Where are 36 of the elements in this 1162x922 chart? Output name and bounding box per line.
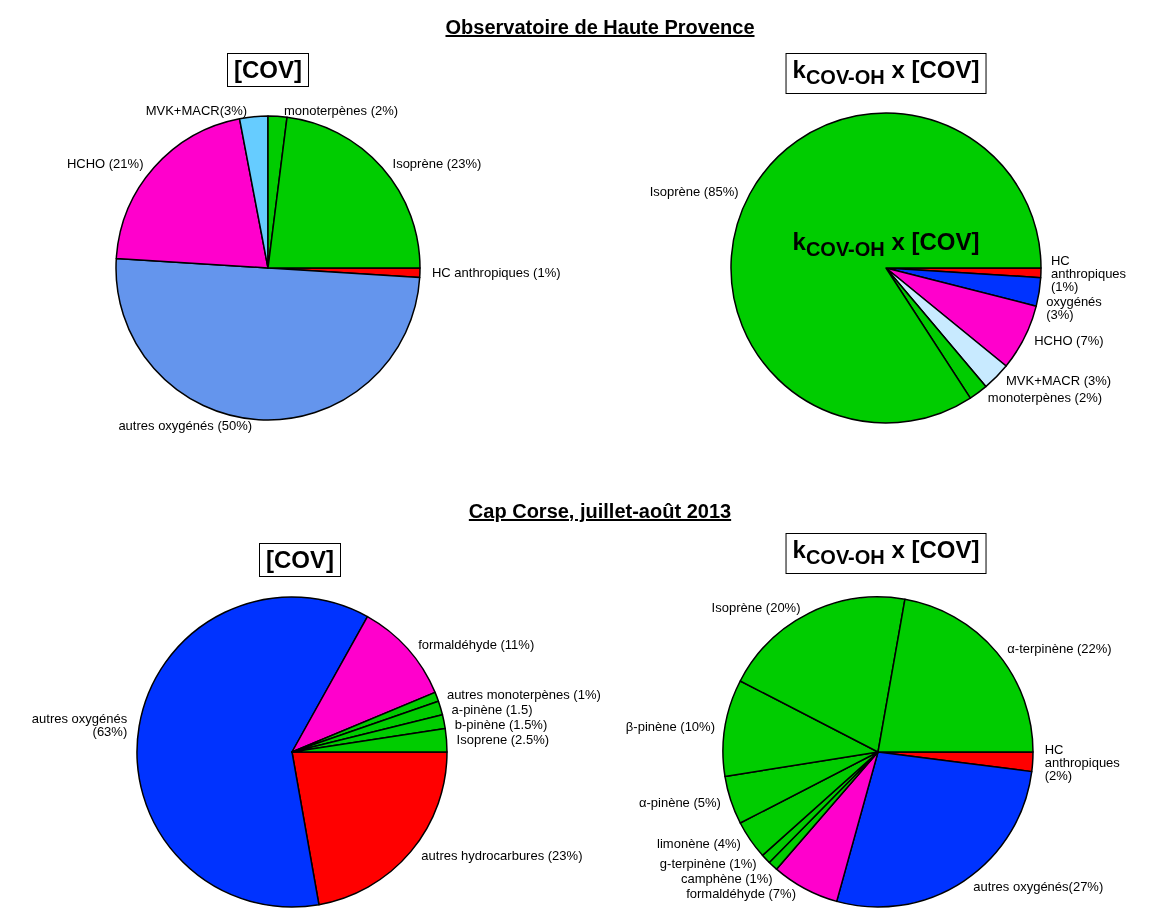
slice-label: autres monoterpènes (1%) bbox=[446, 687, 601, 703]
slice-label: HC anthropiques (1%) bbox=[431, 265, 561, 281]
slice-label: Isoprène (20%) bbox=[711, 600, 801, 616]
slice-label: Isoprene (2.5%) bbox=[456, 732, 550, 748]
slice-label: g-terpinène (1%) bbox=[659, 855, 757, 871]
slice-label: camphène (1%) bbox=[680, 870, 773, 886]
slice-label: monoterpènes (2%) bbox=[283, 102, 399, 118]
chart-subtitle: [COV] bbox=[227, 53, 309, 87]
slice-label: autres oxygénés (63%) bbox=[31, 711, 128, 740]
slice-label: autres oxygénés (50%) bbox=[118, 418, 253, 434]
chart-title: Observatoire de Haute Provence bbox=[444, 16, 756, 39]
chart-subtitle: k$_{COV-OH}$ x [COV] bbox=[785, 533, 987, 574]
slice-label: monoterpènes (2%) bbox=[987, 389, 1103, 405]
slice-label: b-pinène (1.5%) bbox=[454, 717, 548, 733]
slice-label: α-terpinène (22%) bbox=[1007, 641, 1112, 657]
slice-label: HC anthropiques (1%) bbox=[1050, 252, 1130, 294]
chart-title: Cap Corse, juillet-août 2013 bbox=[467, 500, 733, 523]
slice-label: autres oxygénés(27%) bbox=[973, 878, 1104, 894]
text: k$_{COV-OH}$ x [COV] bbox=[785, 53, 987, 94]
slice-label: a-pinène (1.5) bbox=[451, 702, 533, 718]
slice-label: HC anthropiques (2%) bbox=[1044, 741, 1124, 783]
slice-label: β-pinène (10%) bbox=[625, 719, 715, 735]
chart-subtitle: [COV] bbox=[259, 543, 341, 577]
slice-label: oxygénés (3%) bbox=[1046, 293, 1106, 322]
slice-label: formaldéhyde (7%) bbox=[686, 886, 796, 902]
slice-label: autres hydrocarbures (23%) bbox=[421, 847, 583, 863]
slice-label: limonène (4%) bbox=[657, 835, 741, 851]
slice-label: MVK+MACR(3%) bbox=[145, 103, 248, 119]
slice-label: HCHO (21%) bbox=[66, 156, 144, 172]
slice-label: α-pinène (5%) bbox=[638, 794, 721, 810]
slice-label: HCHO (7%) bbox=[1034, 332, 1104, 348]
slice-label: Isoprène (23%) bbox=[392, 156, 482, 172]
slice-label: MVK+MACR (3%) bbox=[1006, 373, 1112, 389]
slice-label: Isoprène (85%) bbox=[649, 183, 739, 199]
slice-label: formaldéhyde (11%) bbox=[418, 637, 535, 653]
text: k$_{COV-OH}$ x [COV] bbox=[792, 227, 980, 262]
